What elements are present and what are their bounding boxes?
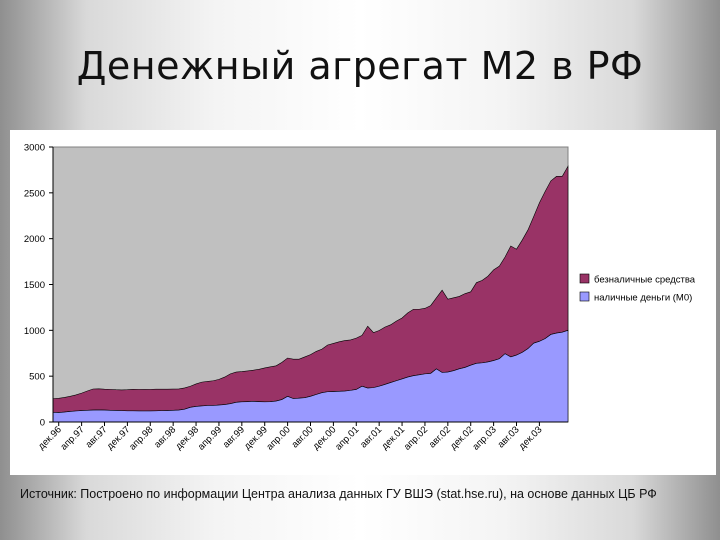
y-tick-label: 500 bbox=[29, 372, 45, 383]
legend-box bbox=[575, 265, 711, 311]
source-note: Источник: Построено по информации Центра… bbox=[20, 487, 657, 501]
x-tick-label: апр.00 bbox=[265, 424, 293, 452]
y-tick-label: 1500 bbox=[24, 280, 45, 291]
x-tick-label: апр.98 bbox=[127, 424, 155, 452]
legend-swatch bbox=[579, 273, 590, 284]
y-tick-label: 3000 bbox=[24, 143, 45, 154]
slide-title: Денежный агрегат М2 в РФ bbox=[76, 44, 644, 88]
y-tick-label: 0 bbox=[40, 418, 45, 429]
x-tick-label: дек.02 bbox=[448, 424, 476, 452]
x-tick-label: апр.03 bbox=[471, 424, 499, 452]
x-tick-label: дек.97 bbox=[105, 424, 133, 452]
x-tick-label: дек.03 bbox=[517, 424, 545, 452]
x-tick-label: апр.97 bbox=[59, 424, 87, 452]
y-tick-label: 1000 bbox=[24, 326, 45, 337]
x-tick-label: дек.96 bbox=[36, 424, 64, 452]
x-tick-label: дек.99 bbox=[242, 424, 270, 452]
legend-label: безналичные средства bbox=[594, 275, 696, 286]
area-cash-m0 bbox=[52, 329, 569, 423]
x-tick-label: дек.01 bbox=[379, 424, 407, 452]
x-tick-label: дек.98 bbox=[173, 424, 201, 452]
x-tick-label: апр.99 bbox=[196, 424, 224, 452]
x-tick-label: апр.01 bbox=[333, 424, 361, 452]
chart-svg: 050010001500200025003000дек.96апр.97авг.… bbox=[24, 143, 711, 453]
y-tick-label: 2500 bbox=[24, 188, 45, 199]
m2-area-chart: 0 500 1000 1500 2000 2500 3000 дек.96 апр.97 авг.… bbox=[10, 130, 716, 475]
y-tick-label: 2000 bbox=[24, 234, 45, 245]
x-tick-label: апр.02 bbox=[402, 424, 430, 452]
legend-swatch bbox=[579, 291, 590, 302]
x-tick-label: дек.00 bbox=[311, 424, 339, 452]
legend-label: наличные деньги (М0) bbox=[594, 293, 692, 304]
